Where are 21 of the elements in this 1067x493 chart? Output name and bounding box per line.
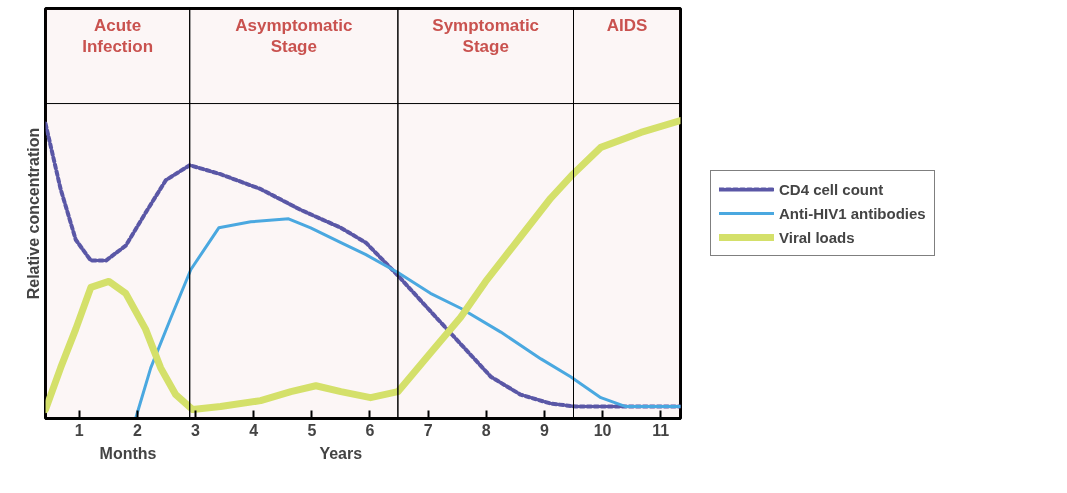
x-tick-label: 10 [593,421,612,439]
x-tick-label: 9 [539,421,549,439]
band-label: AIDS [606,15,648,35]
band-label: Acute Infection [82,15,154,56]
x-tick-label: 8 [481,421,491,439]
text: Months [99,444,157,462]
y-axis-title: Relative concentration [24,127,42,300]
x-tick-label: 6 [365,421,375,439]
band-label: Symptomatic Stage [432,15,540,56]
legend-label: Viral loads [779,228,855,246]
x-tick-label: 7 [423,421,433,439]
x-tick-label: 4 [249,421,259,439]
x-tick-label: 5 [307,421,317,439]
x-tick-label: 2 [132,421,142,439]
legend-label: CD4 cell count [779,180,884,198]
band-label: Asymptomatic Stage [235,15,353,56]
text: Years [319,444,363,462]
x-tick-label: 1 [74,421,84,439]
x-tick-label: 11 [652,421,670,439]
x-tick-label: 3 [191,421,201,439]
legend-label: Anti-HIV1 antibodies [779,204,926,222]
